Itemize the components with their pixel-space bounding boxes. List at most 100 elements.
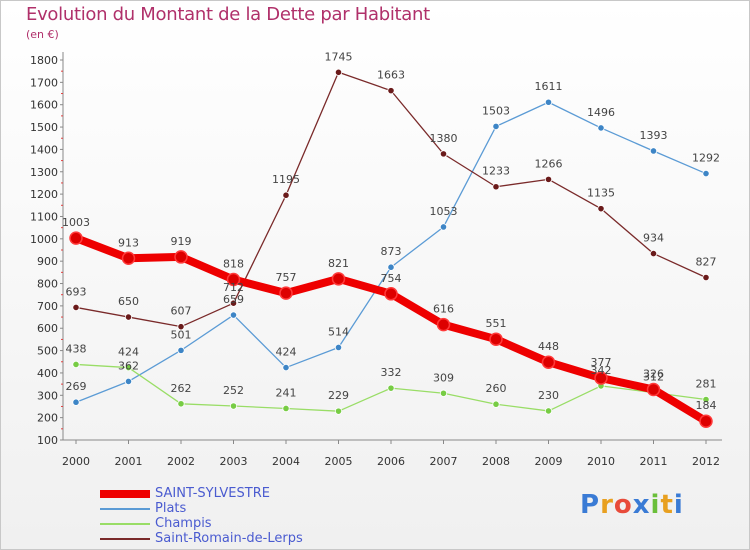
data-point [439, 389, 448, 397]
data-point [72, 398, 80, 406]
data-label: 1663 [377, 69, 405, 82]
data-label: 934 [643, 232, 664, 245]
data-label: 501 [171, 328, 192, 341]
y-tick-label: 1800 [30, 54, 58, 67]
data-label: 269 [66, 380, 87, 393]
data-point [282, 191, 290, 199]
data-point [702, 169, 710, 178]
data-point [439, 223, 448, 231]
data-point [334, 68, 343, 76]
data-point [334, 407, 343, 415]
data-label: 754 [381, 272, 402, 285]
data-label: 229 [328, 389, 349, 402]
data-label: 873 [381, 245, 402, 258]
data-point [331, 272, 346, 286]
data-label: 1003 [62, 216, 90, 229]
x-tick-label: 2000 [62, 455, 90, 468]
legend-label: Saint-Romain-de-Lerps [155, 531, 303, 546]
data-point [702, 395, 710, 404]
unit-label: (en €) [26, 28, 59, 41]
data-label: 241 [276, 386, 297, 399]
data-point [229, 311, 238, 319]
data-point [646, 382, 661, 397]
x-tick-label: 2008 [482, 455, 510, 468]
data-label: 1135 [587, 187, 615, 200]
legend-swatch [100, 490, 150, 498]
y-tick-label: 1000 [30, 233, 58, 246]
data-label: 230 [538, 389, 559, 402]
data-label: 913 [118, 236, 139, 249]
data-point [387, 263, 395, 271]
y-tick-label: 700 [37, 300, 58, 313]
data-label: 312 [643, 371, 664, 384]
data-label: 424 [118, 346, 139, 359]
data-label: 551 [486, 317, 507, 330]
series-lines [69, 68, 713, 428]
chart-title: Evolution du Montant de la Dette par Hab… [26, 4, 430, 25]
data-point [594, 371, 608, 385]
y-tick-label: 600 [37, 322, 58, 335]
data-point [69, 231, 83, 245]
data-label: 757 [276, 271, 297, 284]
x-tick-label: 2012 [692, 455, 720, 468]
y-tick-label: 800 [37, 278, 58, 291]
x-tick-label: 2001 [115, 455, 143, 468]
data-label: 184 [696, 399, 717, 412]
data-point [489, 332, 503, 346]
y-tick-label: 900 [37, 255, 58, 268]
y-tick-label: 1700 [30, 76, 58, 89]
data-label: 332 [381, 366, 402, 379]
data-label: 1292 [692, 152, 720, 165]
data-point [492, 183, 500, 191]
data-label: 262 [171, 382, 192, 395]
data-point [72, 360, 80, 369]
data-point [282, 363, 290, 372]
data-point [492, 400, 500, 408]
y-tick-label: 1600 [30, 99, 58, 112]
data-label: 1195 [272, 173, 300, 186]
legend-swatch [100, 523, 150, 525]
data-label: 1380 [430, 132, 458, 145]
data-label: 616 [433, 303, 454, 316]
data-label: 1053 [430, 205, 458, 218]
data-point [334, 343, 343, 352]
data-point [387, 384, 395, 392]
data-point [699, 414, 713, 428]
data-point [649, 249, 658, 258]
legend-swatch [100, 538, 150, 540]
data-label: 514 [328, 325, 349, 338]
data-label: 377 [591, 356, 612, 369]
data-label: 919 [171, 235, 192, 248]
data-label: 362 [118, 359, 139, 372]
y-tick-label: 1500 [30, 121, 58, 134]
x-tick-label: 2011 [640, 455, 668, 468]
data-label: 1745 [325, 50, 353, 63]
data-label: 1496 [587, 106, 615, 119]
data-point [439, 150, 448, 158]
data-label: 281 [696, 378, 717, 391]
data-label: 342 [591, 364, 612, 377]
data-label: 448 [538, 340, 559, 353]
y-tick-label: 400 [37, 367, 58, 380]
data-point [226, 272, 241, 287]
data-point [174, 250, 188, 264]
legend-swatch [100, 508, 150, 510]
data-point [544, 98, 553, 106]
data-point [387, 87, 395, 95]
data-label: 1266 [535, 157, 563, 170]
x-tick-label: 2002 [167, 455, 195, 468]
data-point [229, 299, 238, 307]
data-label: 252 [223, 384, 244, 397]
data-label: 712 [223, 281, 244, 294]
data-point [282, 404, 290, 413]
data-point [597, 124, 605, 132]
x-tick-label: 2007 [430, 455, 458, 468]
data-label: 309 [433, 371, 454, 384]
data-point [649, 147, 658, 155]
data-point [279, 286, 293, 300]
x-tick-label: 2006 [377, 455, 405, 468]
data-label: 650 [118, 295, 139, 308]
x-tick-label: 2003 [220, 455, 248, 468]
